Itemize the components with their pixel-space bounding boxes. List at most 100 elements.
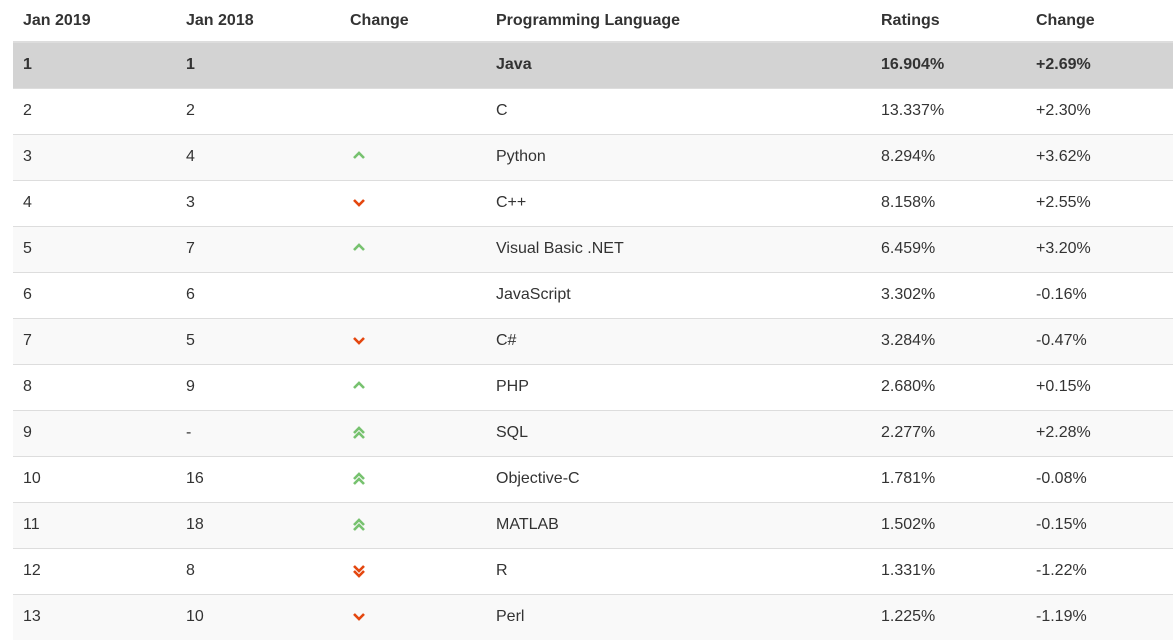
table-row: 11 18 MATLAB 1.502% -0.15%	[13, 501, 1173, 548]
rank-cell: 12	[13, 547, 176, 594]
language-cell: Objective-C	[486, 455, 871, 502]
rating-cell: 2.277%	[871, 409, 1026, 456]
previous-rank-cell: 3	[176, 179, 340, 226]
language-cell: C	[486, 87, 871, 134]
change-cell: -1.22%	[1026, 547, 1173, 594]
table-row: 3 4 Python 8.294% +3.62%	[13, 133, 1173, 180]
language-cell: PHP	[486, 363, 871, 410]
rating-cell: 8.158%	[871, 179, 1026, 226]
change-cell: +2.30%	[1026, 87, 1173, 134]
table-row: 4 3 C++ 8.158% +2.55%	[13, 179, 1173, 226]
trend-cell	[340, 271, 486, 318]
language-cell: MATLAB	[486, 501, 871, 548]
header-row: Jan 2019 Jan 2018 Change Programming Lan…	[13, 0, 1173, 43]
header-change[interactable]: Change	[340, 0, 486, 43]
language-cell: Python	[486, 133, 871, 180]
previous-rank-cell: 18	[176, 501, 340, 548]
trend-cell	[340, 42, 486, 88]
previous-rank-cell: 5	[176, 317, 340, 364]
trend-cell	[340, 87, 486, 134]
language-cell: Perl	[486, 593, 871, 640]
rank-cell: 6	[13, 271, 176, 318]
ranking-table: Jan 2019 Jan 2018 Change Programming Lan…	[13, 0, 1173, 640]
chevron-up-icon	[353, 151, 365, 159]
rating-cell: 1.781%	[871, 455, 1026, 502]
language-cell: R	[486, 547, 871, 594]
chevron-up-icon	[353, 426, 365, 439]
previous-rank-cell: 4	[176, 133, 340, 180]
rank-cell: 13	[13, 593, 176, 640]
previous-rank-cell: 6	[176, 271, 340, 318]
previous-rank-cell: -	[176, 409, 340, 456]
rating-cell: 16.904%	[871, 42, 1026, 88]
change-cell: +3.20%	[1026, 225, 1173, 272]
language-cell: Visual Basic .NET	[486, 225, 871, 272]
trend-cell	[340, 501, 486, 548]
header-jan-2018[interactable]: Jan 2018	[176, 0, 340, 43]
header-language[interactable]: Programming Language	[486, 0, 871, 43]
trend-cell	[340, 133, 486, 180]
rating-cell: 3.284%	[871, 317, 1026, 364]
table-row: 12 8 R 1.331% -1.22%	[13, 547, 1173, 594]
chevron-down-icon	[353, 613, 365, 622]
table-row: 2 2 C 13.337% +2.30%	[13, 87, 1173, 134]
previous-rank-cell: 16	[176, 455, 340, 502]
language-cell: C++	[486, 179, 871, 226]
trend-cell	[340, 409, 486, 456]
table-row: 9- SQL 2.277% +2.28%	[13, 409, 1173, 456]
trend-cell	[340, 317, 486, 364]
trend-cell	[340, 547, 486, 594]
rating-cell: 13.337%	[871, 87, 1026, 134]
trend-cell	[340, 179, 486, 226]
language-cell: JavaScript	[486, 271, 871, 318]
rating-cell: 1.502%	[871, 501, 1026, 548]
trend-cell	[340, 225, 486, 272]
table-row: 5 7 Visual Basic .NET 6.459% +3.20%	[13, 225, 1173, 272]
change-cell: +3.62%	[1026, 133, 1173, 180]
table-row: 8 9 PHP 2.680% +0.15%	[13, 363, 1173, 410]
previous-rank-cell: 2	[176, 87, 340, 134]
previous-rank-cell: 1	[176, 42, 340, 88]
chevron-down-icon	[353, 337, 365, 345]
change-cell: -0.16%	[1026, 271, 1173, 318]
language-cell: C#	[486, 317, 871, 364]
rank-cell: 8	[13, 363, 176, 410]
table-row: 13 10 Perl 1.225% -1.19%	[13, 593, 1173, 640]
header-ratings[interactable]: Ratings	[871, 0, 1026, 43]
rank-cell: 5	[13, 225, 176, 272]
rating-cell: 8.294%	[871, 133, 1026, 180]
previous-rank-cell: 10	[176, 593, 340, 640]
change-cell: -0.15%	[1026, 501, 1173, 548]
chevron-up-icon	[353, 381, 365, 389]
change-cell: +2.69%	[1026, 42, 1173, 88]
change-cell: +2.55%	[1026, 179, 1173, 226]
rating-cell: 1.225%	[871, 593, 1026, 640]
rating-cell: 3.302%	[871, 271, 1026, 318]
change-cell: -1.19%	[1026, 593, 1173, 640]
previous-rank-cell: 8	[176, 547, 340, 594]
change-cell: -0.47%	[1026, 317, 1173, 364]
rank-cell: 10	[13, 455, 176, 502]
rank-cell: 2	[13, 87, 176, 134]
change-cell: -0.08%	[1026, 455, 1173, 502]
previous-rank-cell: 9	[176, 363, 340, 410]
trend-cell	[340, 363, 486, 410]
trend-cell	[340, 455, 486, 502]
change-cell: +0.15%	[1026, 363, 1173, 410]
table-row: 7 5 C# 3.284% -0.47%	[13, 317, 1173, 364]
change-cell: +2.28%	[1026, 409, 1173, 456]
rank-cell: 11	[13, 501, 176, 548]
rank-cell: 1	[13, 42, 176, 88]
table-row: 10 16 Objective-C 1.781% -0.08%	[13, 455, 1173, 502]
rating-cell: 1.331%	[871, 547, 1026, 594]
rating-cell: 2.680%	[871, 363, 1026, 410]
trend-cell	[340, 593, 486, 640]
header-jan-2019[interactable]: Jan 2019	[13, 0, 176, 43]
previous-rank-cell: 7	[176, 225, 340, 272]
rank-cell: 7	[13, 317, 176, 364]
chevron-up-icon	[353, 243, 365, 251]
language-cell: Java	[486, 42, 871, 88]
table-row: 6 6 JavaScript 3.302% -0.16%	[13, 271, 1173, 318]
table-row: 1 1 Java 16.904% +2.69%	[13, 42, 1173, 88]
header-rating-change[interactable]: Change	[1026, 0, 1173, 43]
